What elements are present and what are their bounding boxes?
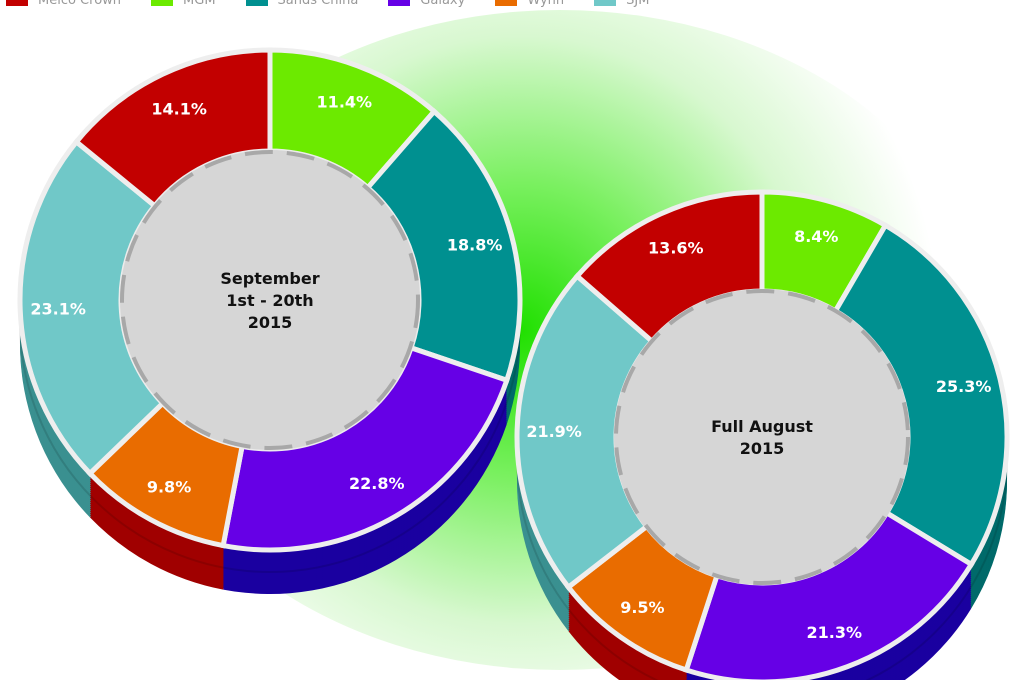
legend-swatch — [6, 0, 28, 6]
dashed-ring — [614, 289, 910, 585]
slice-label: 21.3% — [807, 623, 863, 642]
legend-swatch — [388, 0, 411, 6]
center-disc — [614, 289, 910, 585]
legend-swatch — [245, 0, 268, 6]
legend-label: Sands China — [277, 0, 359, 8]
slice-label: 14.1% — [151, 99, 207, 118]
donut-chart-september: 11.4% 18.8% 22.8% 9.8% 23.1% 14.1% September 1s… — [17, 47, 523, 594]
slice-label: 9.8% — [147, 477, 191, 496]
slice-label: 23.1% — [30, 300, 86, 319]
legend-label: Melco Crown — [38, 0, 122, 8]
legend-item: SJM — [594, 0, 649, 8]
legend-label: MGM — [183, 0, 216, 8]
center-label-line: September — [220, 269, 319, 288]
legend-label: SJM — [626, 0, 650, 8]
legend-label: Galaxy — [420, 0, 466, 8]
legend-item: Wynn — [495, 0, 564, 8]
slice-label: 8.4% — [794, 227, 838, 246]
slice-label: 25.3% — [936, 377, 992, 396]
dashed-ring — [120, 150, 420, 450]
legend-swatch — [151, 0, 174, 6]
legend-swatch — [495, 0, 518, 6]
legend-item: Sands China — [245, 0, 359, 8]
legend: Melco Crown MGM Sands China Galaxy Wynn SJM — [6, 0, 679, 8]
slice-label: 21.9% — [526, 422, 582, 441]
center-label-line: 2015 — [740, 439, 785, 458]
legend-item: MGM — [151, 0, 216, 8]
center-label-line: 1st - 20th — [226, 291, 313, 310]
legend-item: Melco Crown — [6, 0, 121, 8]
slice-label: 9.5% — [620, 598, 664, 617]
legend-label: Wynn — [527, 0, 565, 8]
center-label-line: Full August — [711, 417, 813, 436]
slice-label: 18.8% — [447, 236, 503, 255]
slice-label: 13.6% — [648, 239, 704, 258]
slice-label: 11.4% — [317, 92, 373, 111]
slice-label: 22.8% — [349, 474, 405, 493]
center-label-line: 2015 — [248, 313, 293, 332]
center-disc — [120, 150, 420, 450]
donut-chart-august: 8.4% 25.3% 21.3% 9.5% 21.9% 13.6% Full August 2… — [514, 189, 1010, 680]
legend-swatch — [594, 0, 617, 6]
legend-item: Galaxy — [388, 0, 465, 8]
